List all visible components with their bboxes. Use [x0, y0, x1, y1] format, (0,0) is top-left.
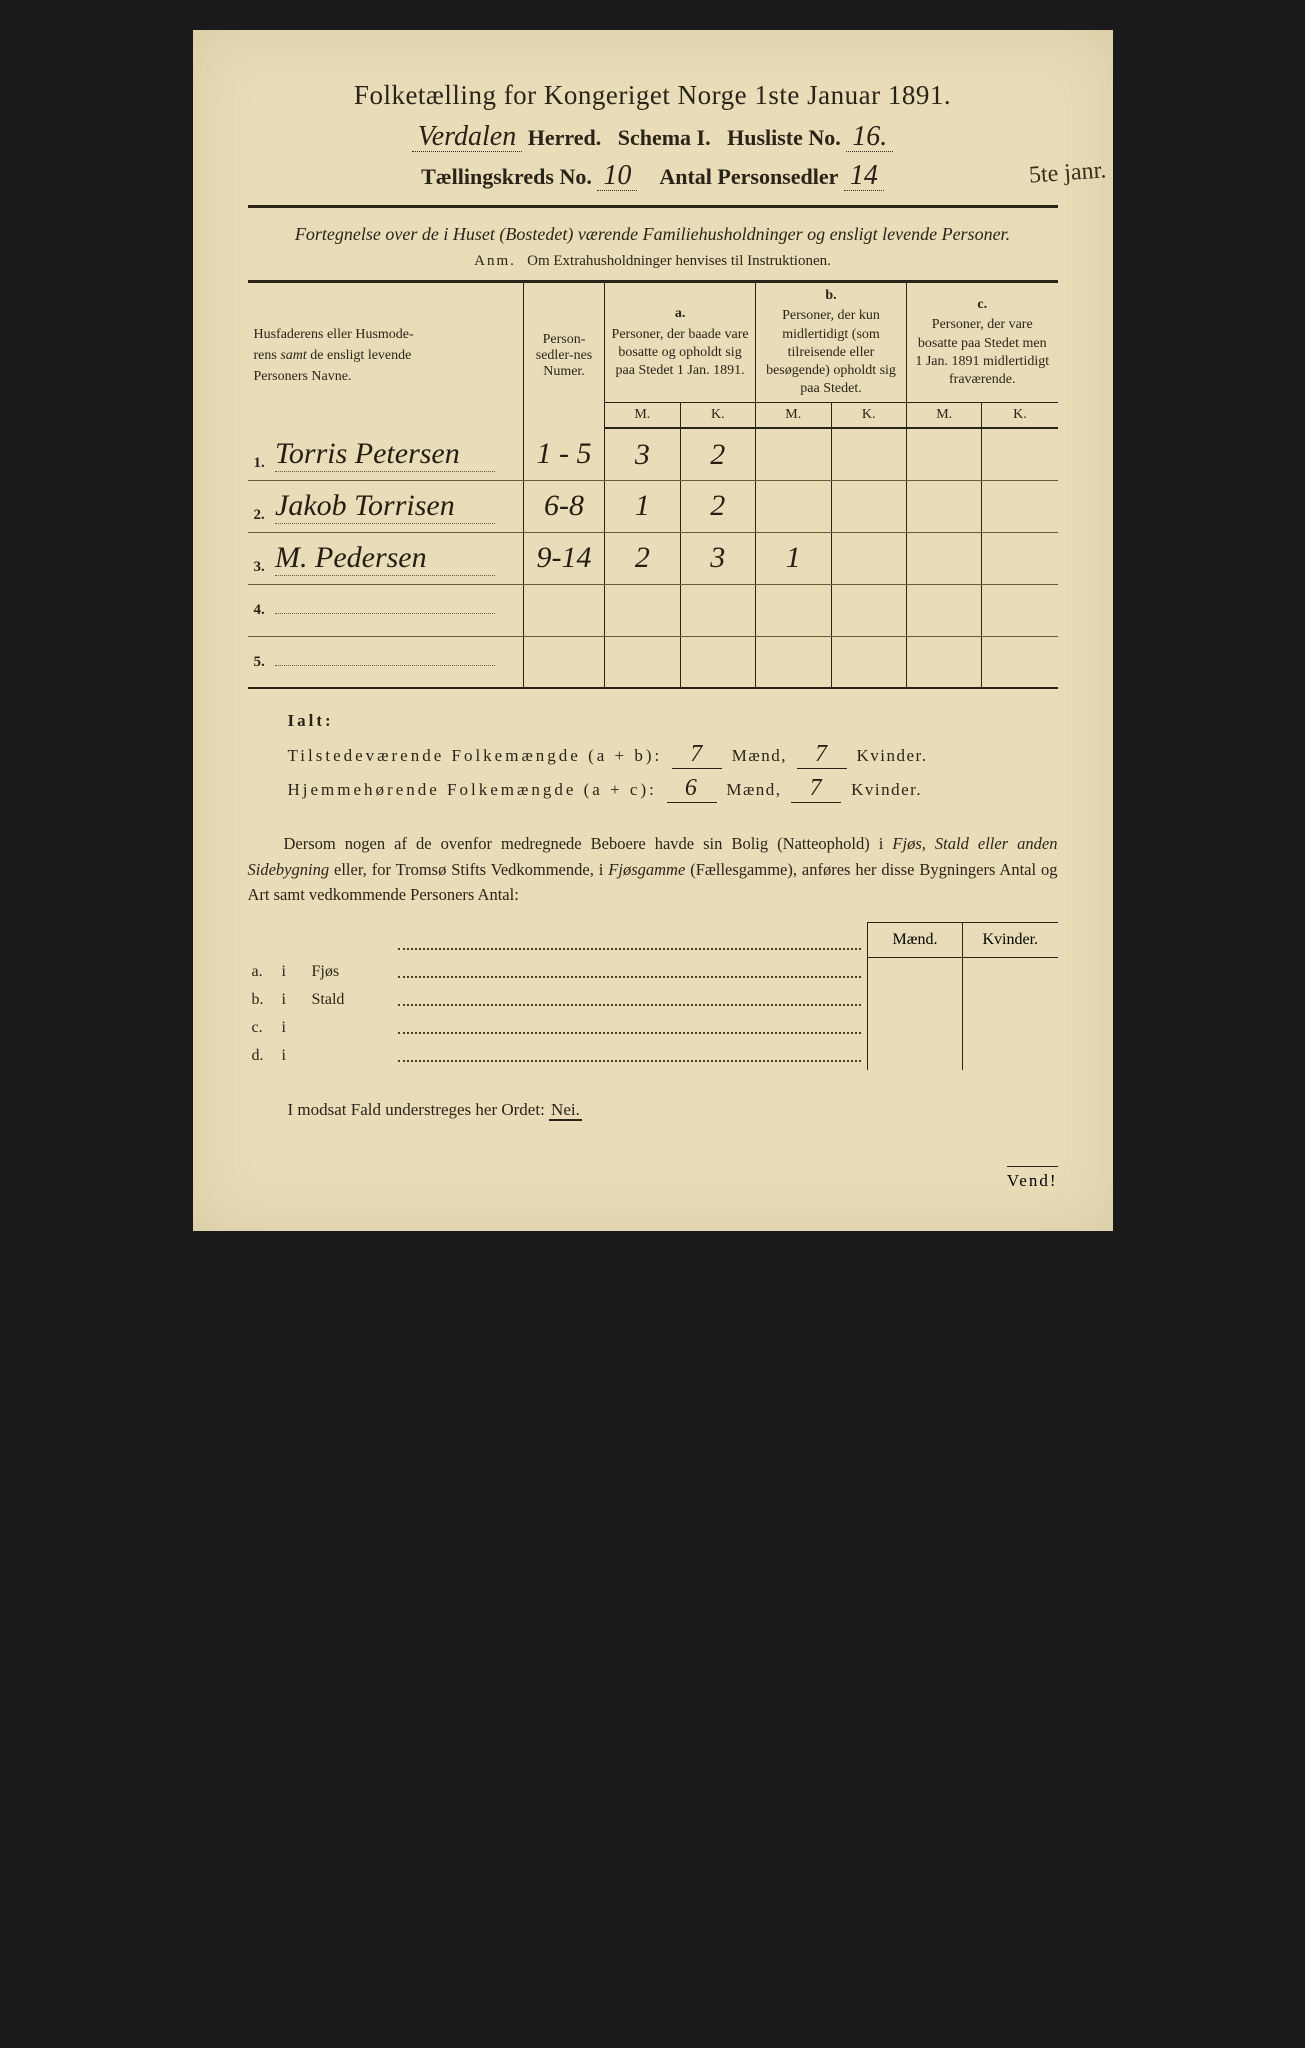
table-row: 4.	[248, 584, 1058, 636]
present-kvinder: 7	[797, 741, 847, 769]
col-header-a: a. Personer, der baade vare bosatte og o…	[605, 282, 756, 403]
col-b-k: K.	[831, 403, 906, 429]
header-line-2: Tællingskreds No. 10 Antal Personsedler …	[248, 162, 1058, 191]
col-b-m: M.	[756, 403, 831, 429]
col-a-k: K.	[680, 403, 755, 429]
total-line-resident: Hjemmehørende Folkemængde (a + c): 6 Mæn…	[288, 775, 1058, 803]
side-head-maend: Mænd.	[868, 923, 963, 958]
ialt-label: Ialt:	[288, 711, 1058, 731]
husliste-value: 16.	[846, 123, 893, 152]
col-header-numer: Person-sedler-nes Numer.	[523, 282, 604, 429]
anm-text: Om Extrahusholdninger henvises til Instr…	[527, 253, 831, 269]
total-line-present: Tilstedeværende Folkemængde (a + b): 7 M…	[288, 741, 1058, 769]
herred-label: Herred.	[528, 125, 602, 150]
header-line-1: Verdalen Herred. Schema I. Husliste No. …	[248, 123, 1058, 152]
resident-maend: 6	[667, 775, 717, 803]
col-header-names: Husfaderens eller Husmode-rens samt de e…	[248, 282, 524, 429]
table-row: 1. Torris Petersen1 - 532	[248, 428, 1058, 480]
side-row: b.iStald	[248, 986, 1058, 1014]
nei-line: I modsat Fald understreges her Ordet: Ne…	[288, 1100, 1058, 1120]
sidebygning-table-block: Mænd. Kvinder. a.iFjøsb.iStaldc.id.i	[248, 922, 1058, 1070]
husliste-label: Husliste No.	[727, 125, 841, 150]
side-row: d.i	[248, 1042, 1058, 1070]
anm-note: Anm. Om Extrahusholdninger henvises til …	[248, 253, 1058, 270]
side-row: a.iFjøs	[248, 958, 1058, 986]
col-header-c: c. Personer, der vare bosatte paa Stedet…	[906, 282, 1057, 403]
kreds-label: Tællingskreds No.	[421, 164, 592, 189]
divider	[248, 205, 1058, 208]
sidebygning-paragraph: Dersom nogen af de ovenfor medregnede Be…	[248, 831, 1058, 908]
side-row: c.i	[248, 1014, 1058, 1042]
table-row: 2. Jakob Torrisen6-812	[248, 480, 1058, 532]
household-table: Husfaderens eller Husmode-rens samt de e…	[248, 280, 1058, 689]
herred-value: Verdalen	[412, 123, 523, 152]
totals-block: Ialt: Tilstedeværende Folkemængde (a + b…	[288, 711, 1058, 803]
antal-label: Antal Personsedler	[659, 164, 838, 189]
subheading: Fortegnelse over de i Huset (Bostedet) v…	[248, 222, 1058, 247]
census-form-page: Folketælling for Kongeriget Norge 1ste J…	[193, 30, 1113, 1231]
col-c-m: M.	[906, 403, 981, 429]
table-row: 5.	[248, 636, 1058, 688]
antal-value: 14	[844, 162, 884, 191]
schema-label: Schema I.	[618, 125, 711, 150]
vend-label: Vend!	[1007, 1166, 1058, 1191]
kreds-value: 10	[597, 162, 637, 191]
col-header-b: b. Personer, der kun midlertidigt (som t…	[756, 282, 907, 403]
resident-kvinder: 7	[791, 775, 841, 803]
col-a-m: M.	[605, 403, 680, 429]
margin-date-note: 5te janr.	[1028, 157, 1107, 189]
side-head-kvinder: Kvinder.	[963, 923, 1058, 958]
page-title: Folketælling for Kongeriget Norge 1ste J…	[248, 80, 1058, 111]
table-row: 3. M. Pedersen9-14231	[248, 532, 1058, 584]
nei-word: Nei.	[549, 1100, 582, 1121]
anm-lead: Anm.	[474, 253, 516, 269]
present-maend: 7	[672, 741, 722, 769]
sidebygning-table: Mænd. Kvinder. a.iFjøsb.iStaldc.id.i	[248, 922, 1058, 1070]
col-c-k: K.	[982, 403, 1058, 429]
